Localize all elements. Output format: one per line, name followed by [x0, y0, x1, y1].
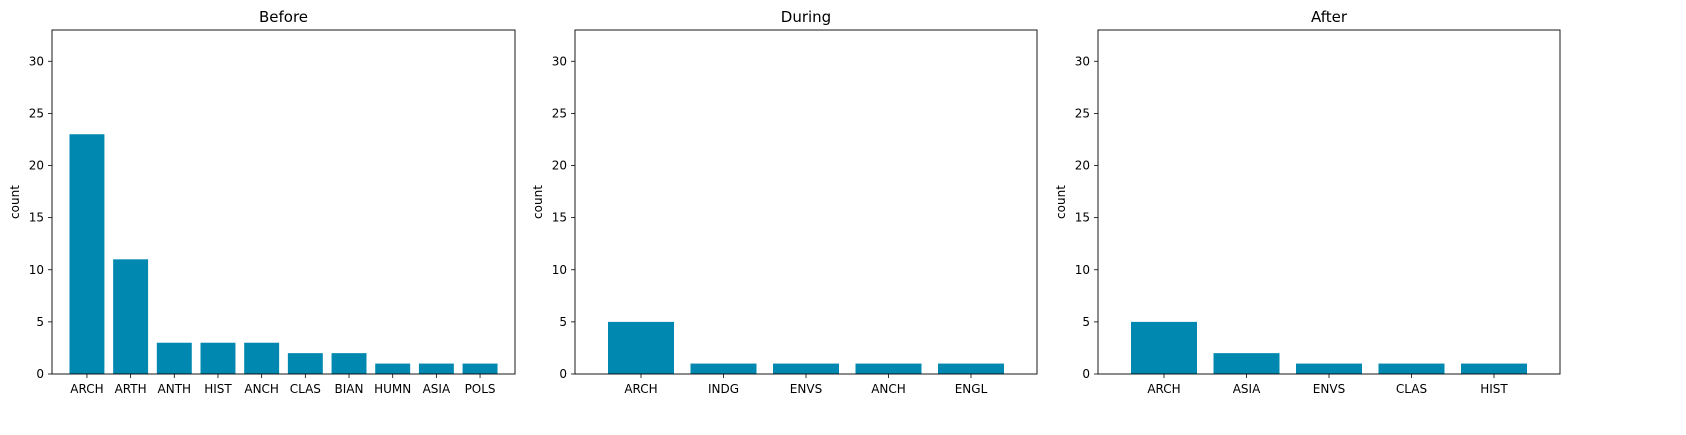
x-tick-label: ANCH: [871, 382, 906, 396]
y-tick-label: 30: [29, 54, 44, 68]
bar-asia: [1213, 353, 1280, 374]
y-tick-label: 10: [552, 263, 567, 277]
x-tick-label: ANTH: [158, 382, 192, 396]
chart-panel-2: ARCH ASIA ENVS CLAS HIST 0 5 10 15 20 25 30 After cou…: [1054, 8, 1561, 396]
y-tick-label: 25: [552, 106, 567, 120]
y-tick-label: 10: [29, 263, 44, 277]
bar-anth: [156, 342, 192, 374]
x-tick-label: INDG: [708, 382, 739, 396]
bar-indg: [690, 363, 757, 374]
x-tick-label: ASIA: [1233, 382, 1261, 396]
y-tick-label: 30: [552, 54, 567, 68]
x-tick-label: HUMN: [374, 382, 411, 396]
bar-bian: [331, 353, 367, 374]
bar-hist: [1461, 363, 1527, 374]
bar-hist: [200, 342, 236, 374]
chart-panel-1: ARCH INDG ENVS ANCH ENGL 0 5 10 15 20 25 30 During co…: [531, 8, 1038, 396]
y-axis-label: count: [531, 185, 545, 219]
axes-frame: [574, 29, 1038, 375]
x-tick-label: ARCH: [624, 382, 657, 396]
y-tick-label: 5: [1082, 315, 1090, 329]
bar-arch: [69, 134, 105, 374]
y-tick-label: 5: [36, 315, 44, 329]
x-tick-label: ASIA: [423, 382, 451, 396]
bar-clas: [1378, 363, 1445, 374]
y-tick-label: 20: [552, 159, 567, 173]
x-tick-label: ANCH: [244, 382, 279, 396]
bar-envs: [773, 363, 839, 374]
chart-title: Before: [259, 8, 308, 26]
bar-arch: [1131, 321, 1197, 374]
x-tick-label: HIST: [1480, 382, 1508, 396]
x-tick-label: ENVS: [790, 382, 822, 396]
x-tick-label: ARTH: [115, 382, 147, 396]
chart-title: After: [1311, 8, 1348, 26]
bar-anch: [244, 342, 280, 374]
y-tick-label: 10: [1075, 263, 1090, 277]
y-axis-label: count: [8, 185, 22, 219]
chart-title: During: [781, 8, 831, 26]
x-tick-label: BIAN: [335, 382, 364, 396]
x-tick-label: CLAS: [290, 382, 321, 396]
y-tick-label: 0: [1082, 367, 1090, 381]
x-tick-label: POLS: [465, 382, 496, 396]
x-tick-label: CLAS: [1396, 382, 1427, 396]
y-tick-label: 30: [1075, 54, 1090, 68]
y-tick-label: 20: [29, 159, 44, 173]
bar-anch: [855, 363, 922, 374]
bar-pols: [462, 363, 498, 374]
y-tick-label: 15: [29, 211, 44, 225]
x-tick-label: ARCH: [70, 382, 103, 396]
bar-arch: [608, 321, 674, 374]
y-tick-label: 25: [29, 106, 44, 120]
bar-asia: [418, 363, 454, 374]
axes-frame: [1097, 29, 1561, 375]
y-tick-label: 0: [559, 367, 567, 381]
x-tick-label: HIST: [204, 382, 232, 396]
x-tick-label: ENVS: [1313, 382, 1345, 396]
y-tick-label: 25: [1075, 106, 1090, 120]
y-tick-label: 0: [36, 367, 44, 381]
y-tick-label: 5: [559, 315, 567, 329]
x-tick-label: ENGL: [955, 382, 988, 396]
y-tick-label: 15: [552, 211, 567, 225]
bar-arth: [113, 259, 149, 374]
bar-humn: [375, 363, 411, 374]
axes-frame: [51, 29, 516, 375]
y-tick-label: 20: [1075, 159, 1090, 173]
bar-envs: [1296, 363, 1362, 374]
y-tick-label: 15: [1075, 211, 1090, 225]
x-tick-label: ARCH: [1147, 382, 1180, 396]
chart-panel-0: ARCH ARTH ANTH HIST ANCH CLAS BIAN HUMN ASIA POLS…: [8, 8, 516, 396]
bar-clas: [287, 353, 323, 374]
y-axis-label: count: [1054, 185, 1068, 219]
bar-engl: [938, 363, 1004, 374]
